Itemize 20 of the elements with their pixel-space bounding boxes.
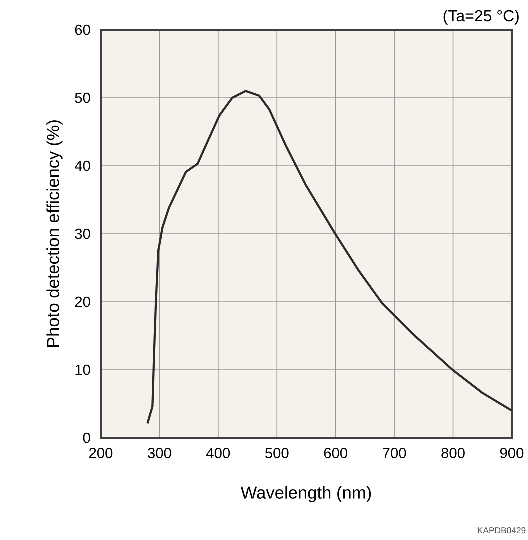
y-tick-label: 30 <box>75 228 90 240</box>
y-tick-label: 40 <box>74 160 90 172</box>
x-tick-label: 400 <box>206 448 230 458</box>
x-tick-label: 700 <box>383 448 406 458</box>
y-tick-label: 60 <box>75 24 90 36</box>
y-tick-label: 20 <box>75 296 90 308</box>
y-tick-label: 50 <box>75 92 90 104</box>
x-tick-label: 500 <box>265 448 289 458</box>
x-tick-label: 200 <box>89 448 113 458</box>
x-tick-label: 300 <box>148 448 172 458</box>
x-tick-label: 800 <box>442 448 465 458</box>
x-axis-title: Wavelength (nm) <box>240 486 372 502</box>
text: (Ta=25 °C) <box>444 10 519 25</box>
x-tick-label: 900 <box>500 448 524 458</box>
y-tick-label: 10 <box>76 364 90 376</box>
text: KAPDB0429 <box>478 527 526 534</box>
x-tick-label: 600 <box>324 448 348 458</box>
y-tick-label: 0 <box>83 432 90 444</box>
y-axis-title: Photo detection efficiency (%) <box>46 120 63 348</box>
line-series <box>146 90 514 425</box>
